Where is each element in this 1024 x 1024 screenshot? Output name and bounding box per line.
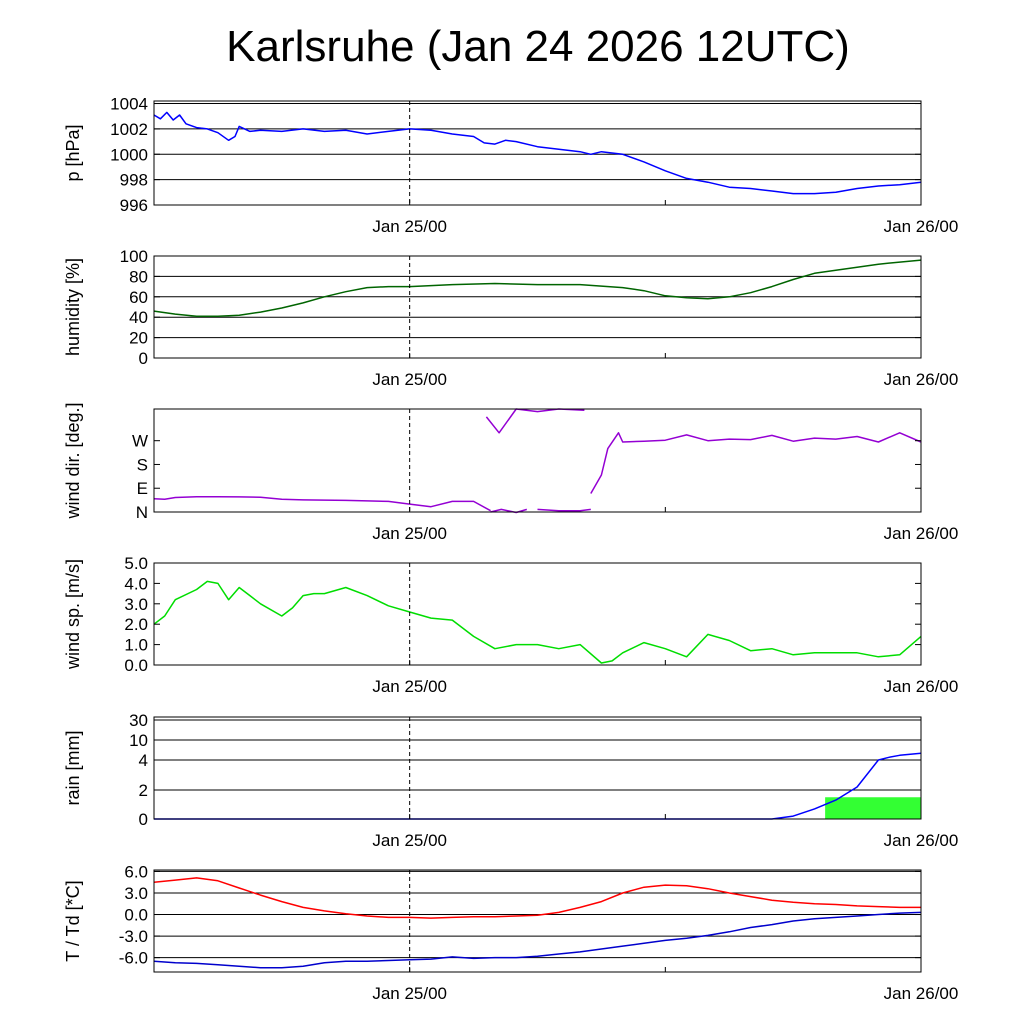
x-tick-label: Jan 26/00 — [884, 677, 959, 696]
y-axis-label: wind dir. [deg.] — [63, 402, 83, 519]
plot-frame — [153, 255, 922, 359]
y-tick-label: 6.0 — [124, 862, 148, 881]
y-tick-label: 996 — [120, 196, 148, 215]
y-tick-label: -6.0 — [119, 949, 148, 968]
series-line-4-1 — [153, 580, 922, 664]
y-tick-label: 2 — [139, 781, 148, 800]
y-tick-label: 4 — [139, 751, 148, 770]
y-tick-label: 40 — [129, 308, 148, 327]
y-tick-label: 5.0 — [124, 554, 148, 573]
y-tick-label: 80 — [129, 267, 148, 286]
y-tick-label: -3.0 — [119, 927, 148, 946]
y-tick-label: 3.0 — [124, 884, 148, 903]
series-line-3-2 — [490, 508, 528, 514]
y-tick-label: 30 — [129, 711, 148, 730]
plot-frame — [153, 408, 922, 513]
series-line-3-3 — [537, 508, 591, 512]
series-line-3-4 — [485, 408, 585, 434]
y-axis-label: humidity [%] — [63, 258, 83, 356]
y-axis-label: T / Td [*C] — [63, 880, 83, 961]
x-tick-label: Jan 25/00 — [372, 370, 447, 389]
series-line-1-1 — [153, 111, 922, 195]
x-tick-label: Jan 26/00 — [884, 831, 959, 850]
series-line-5-1 — [154, 752, 922, 820]
y-tick-label: 20 — [129, 329, 148, 348]
y-tick-label: S — [137, 455, 148, 474]
plot-frame — [153, 562, 922, 666]
x-tick-label: Jan 26/00 — [884, 217, 959, 236]
y-tick-label: W — [132, 432, 148, 451]
y-tick-label: 1004 — [110, 95, 148, 114]
series-line-2-1 — [153, 259, 922, 317]
y-axis-label: rain [mm] — [63, 730, 83, 805]
y-tick-label: 2.0 — [124, 615, 148, 634]
y-tick-label: 0 — [139, 810, 148, 829]
y-tick-label: 0.0 — [124, 906, 148, 925]
series-line-td — [153, 911, 922, 969]
y-tick-label: E — [137, 479, 148, 498]
y-axis-label: wind sp. [m/s] — [63, 559, 83, 670]
y-tick-label: 10 — [129, 731, 148, 750]
series-line-3-1 — [153, 495, 491, 512]
y-tick-label: 3.0 — [124, 595, 148, 614]
y-tick-label: 1.0 — [124, 636, 148, 655]
series-line-t — [153, 877, 921, 919]
x-tick-label: Jan 25/00 — [372, 984, 447, 1003]
y-tick-label: 0 — [139, 349, 148, 368]
y-tick-label: 4.0 — [124, 574, 148, 593]
series-line-3-5 — [590, 432, 922, 494]
x-tick-label: Jan 25/00 — [372, 677, 447, 696]
plot-frame — [153, 100, 922, 206]
x-tick-label: Jan 26/00 — [884, 524, 959, 543]
plot-frame — [153, 716, 922, 820]
y-tick-label: 1002 — [110, 120, 148, 139]
x-tick-label: Jan 25/00 — [372, 217, 447, 236]
y-tick-label: 0.0 — [124, 656, 148, 675]
y-tick-label: 998 — [120, 171, 148, 190]
y-tick-label: 60 — [129, 288, 148, 307]
y-tick-label: 1000 — [110, 145, 148, 164]
x-tick-label: Jan 25/00 — [372, 831, 447, 850]
y-axis-label: p [hPa] — [63, 124, 83, 181]
rain-bar — [825, 797, 921, 819]
x-tick-label: Jan 26/00 — [884, 370, 959, 389]
plot-frame — [153, 869, 922, 973]
x-tick-label: Jan 25/00 — [372, 524, 447, 543]
y-tick-label: N — [136, 503, 148, 522]
page-title: Karlsruhe (Jan 24 2026 12UTC) — [226, 22, 850, 71]
y-tick-label: 100 — [120, 247, 148, 266]
x-tick-label: Jan 26/00 — [884, 984, 959, 1003]
